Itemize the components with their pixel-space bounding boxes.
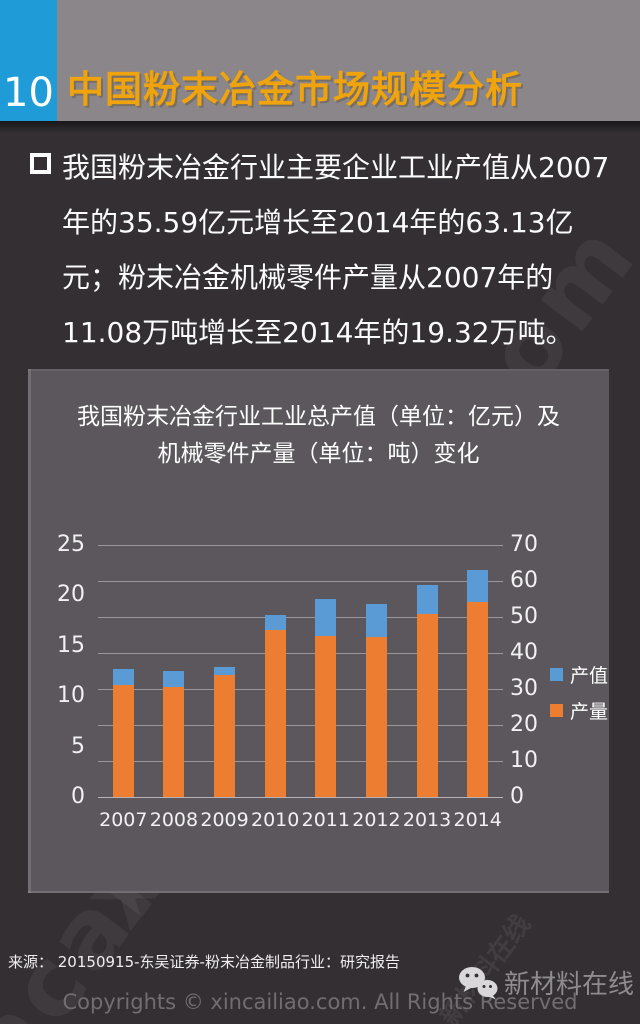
y-axis-right-label: 0 <box>510 784 524 809</box>
x-axis-label-2009: 2009 <box>200 809 249 831</box>
legend-swatch-output-value <box>550 668 563 681</box>
gridline <box>98 653 503 654</box>
y-axis-right-label: 60 <box>510 568 538 593</box>
y-axis-right-label: 20 <box>510 712 538 737</box>
gridline <box>98 689 503 690</box>
legend-item-output-value: 产值 <box>550 661 608 688</box>
page-title: 中国粉末冶金市场规模分析 <box>67 68 523 111</box>
legend-item-output-volume: 产量 <box>550 697 608 724</box>
x-axis-label-2008: 2008 <box>149 809 199 831</box>
bullet-square-icon <box>30 153 51 174</box>
gridline <box>98 617 503 618</box>
chart-plot: 70 60 50 40 30 20 10 0 25 20 15 10 5 0 2007 2008 2009 201… <box>28 369 609 893</box>
header: 10 中国粉末冶金市场规模分析 <box>0 0 640 121</box>
gridline <box>98 761 503 762</box>
y-axis-left-label: 25 <box>57 532 85 557</box>
gridline <box>98 797 503 798</box>
y-axis-right-label: 10 <box>510 748 538 773</box>
bar-output-volume-2010 <box>264 629 286 797</box>
y-axis-left-label: 5 <box>71 733 85 759</box>
brand-name: 新材料在线 <box>503 970 634 1000</box>
page-number: 10 <box>3 70 54 116</box>
summary-line: 元；粉末冶金机械零件产量从2007年的 <box>62 261 554 294</box>
legend-label-output-volume: 产量 <box>570 701 609 723</box>
gridline <box>98 725 503 726</box>
chart-title-line2: 机械零件产量（单位：吨）变化 <box>157 441 480 467</box>
x-axis-label-2007: 2007 <box>99 809 148 831</box>
chart-title: 我国粉末冶金行业工业总产值（单位：亿元）及 机械零件产量（单位：吨）变化 <box>28 369 609 473</box>
x-axis-label-2010: 2010 <box>251 809 300 831</box>
y-axis-left-label: 15 <box>57 632 85 658</box>
summary-text: 我国粉末冶金行业主要企业工业产值从2007 年的35.59亿元增长至2014年的6… <box>62 140 616 360</box>
summary-section: 我国粉末冶金行业主要企业工业产值从2007 年的35.59亿元增长至2014年的6… <box>30 140 616 360</box>
y-axis-left-label: 20 <box>57 582 85 608</box>
wechat-icon <box>458 966 498 999</box>
y-axis-right-label: 30 <box>510 676 538 701</box>
bar-output-volume-2007 <box>112 685 134 797</box>
x-axis-label-2012: 2012 <box>352 809 401 831</box>
x-axis-label-2011: 2011 <box>301 809 350 831</box>
page-number-box: 10 <box>0 0 57 121</box>
brand: 新材料在线 <box>458 964 634 1001</box>
x-axis-label-2013: 2013 <box>402 809 452 831</box>
y-axis-right-label: 50 <box>510 604 538 629</box>
gridline <box>98 581 503 582</box>
gridline <box>98 545 503 546</box>
bar-output-volume-2012 <box>365 636 387 797</box>
x-axis-label-2014: 2014 <box>453 809 502 831</box>
y-axis-right-label: 70 <box>510 532 538 557</box>
bar-output-volume-2013 <box>416 613 438 797</box>
bar-output-volume-2009 <box>214 675 236 797</box>
legend-swatch-output-volume <box>550 704 563 717</box>
bar-output-volume-2008 <box>163 687 185 797</box>
summary-line: 11.08万吨增长至2014年的19.32万吨。 <box>62 316 574 349</box>
y-axis-right-label: 40 <box>510 640 538 665</box>
header-divider <box>0 121 640 133</box>
chart-panel: 我国粉末冶金行业工业总产值（单位：亿元）及 机械零件产量（单位：吨）变化 70 6… <box>28 369 609 893</box>
legend-label-output-value: 产值 <box>570 665 609 687</box>
y-axis-left-label: 10 <box>57 683 85 709</box>
bar-output-volume-2014 <box>467 602 489 797</box>
chart-legend: 产值 产量 <box>550 661 608 733</box>
summary-line: 年的35.59亿元增长至2014年的63.13亿 <box>62 206 574 239</box>
bar-output-volume-2011 <box>315 635 337 797</box>
source-line: 来源： 20150915-东吴证券-粉末冶金制品行业：研究报告 <box>8 953 400 971</box>
y-axis-left-label: 0 <box>71 784 85 809</box>
chart-title-line1: 我国粉末冶金行业工业总产值（单位：亿元）及 <box>77 404 560 430</box>
summary-line: 我国粉末冶金行业主要企业工业产值从2007 <box>62 151 610 184</box>
